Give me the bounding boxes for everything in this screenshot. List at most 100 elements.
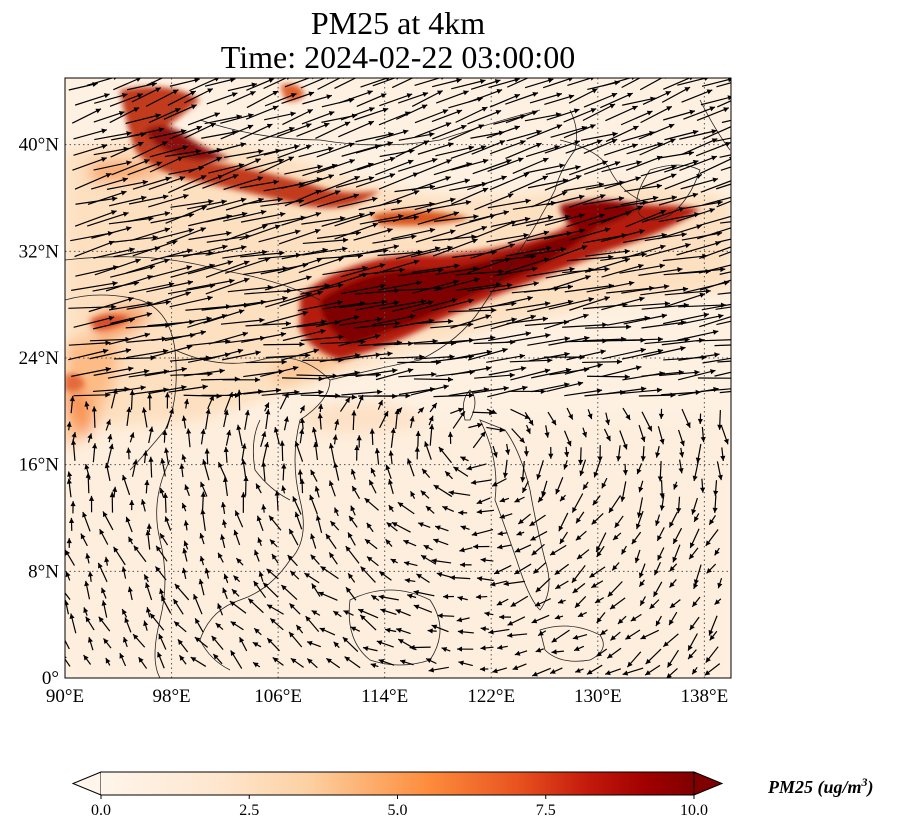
wind-arrow-head xyxy=(681,232,687,238)
wind-arrow-shaft xyxy=(109,93,143,107)
wind-arrow-head xyxy=(108,315,115,321)
wind-arrow-shaft xyxy=(584,258,631,273)
wind-arrow-shaft xyxy=(372,78,397,87)
wind-arrow-shaft xyxy=(702,126,731,140)
wind-arrow-shaft xyxy=(719,154,731,158)
wind-arrow-head xyxy=(227,260,233,266)
wind-arrow-shaft xyxy=(563,183,605,192)
wind-arrow-shaft xyxy=(700,180,731,193)
wind-arrow-shaft xyxy=(205,246,247,256)
wind-arrow-head xyxy=(492,481,498,487)
wind-arrow-shaft xyxy=(509,175,549,194)
wind-arrow-shaft xyxy=(125,324,171,329)
wind-arrow-head xyxy=(194,78,200,83)
wind-arrow-shaft xyxy=(677,314,724,326)
wind-arrow-head xyxy=(87,637,93,643)
wind-arrow-head xyxy=(423,545,430,550)
wind-arrow-shaft xyxy=(623,314,668,325)
wind-arrow-head xyxy=(101,144,108,149)
wind-arrow-head xyxy=(514,547,521,553)
wind-arrow-shaft xyxy=(658,151,694,159)
wind-arrow-head xyxy=(449,575,455,581)
wind-arrow-shaft xyxy=(469,210,510,222)
wind-arrow-head xyxy=(162,429,168,436)
wind-arrow-head xyxy=(542,175,548,181)
wind-arrow-head xyxy=(713,490,719,496)
wind-arrow-head xyxy=(332,434,338,440)
wind-arrow-head xyxy=(632,125,639,131)
wind-arrow-head xyxy=(98,562,103,569)
wind-arrow-head xyxy=(105,419,111,426)
wind-arrow-shaft xyxy=(681,138,718,155)
wind-arrow-head xyxy=(350,469,356,475)
wind-arrow-head xyxy=(66,421,72,427)
wind-arrow-head xyxy=(577,612,584,617)
wind-arrow-head xyxy=(142,450,148,456)
wind-arrow-head xyxy=(525,428,531,434)
wind-arrow-shaft xyxy=(414,355,455,360)
wind-arrow-head xyxy=(162,194,169,200)
wind-arrow-head xyxy=(261,461,267,467)
wind-arrow-head xyxy=(449,354,455,360)
wind-arrow-head xyxy=(280,331,287,338)
wind-arrow-head xyxy=(374,334,381,340)
wind-arrow-head xyxy=(182,547,188,554)
wind-arrow-head xyxy=(636,512,643,518)
wind-arrow-shaft xyxy=(411,90,443,107)
wind-arrow-head xyxy=(494,79,501,85)
wind-arrow-shaft xyxy=(695,141,731,157)
wind-arrow-head xyxy=(609,103,616,109)
wind-arrow-shaft xyxy=(243,267,288,276)
wind-arrow-head xyxy=(533,568,539,574)
wind-arrow-shaft xyxy=(586,281,635,293)
wind-arrow-head xyxy=(313,442,319,448)
wind-arrow-head xyxy=(409,416,415,422)
wind-arrow-shaft xyxy=(680,178,719,190)
wind-arrow-head xyxy=(339,215,346,222)
wind-arrow-head xyxy=(181,503,187,509)
wind-arrow-head xyxy=(129,499,135,506)
wind-arrow-shaft xyxy=(203,349,244,362)
wind-arrow-shaft xyxy=(92,388,130,393)
wind-arrow-shaft xyxy=(169,125,203,140)
wind-arrow-shaft xyxy=(392,209,433,223)
wind-arrow-head xyxy=(252,642,259,648)
wind-arrow-head xyxy=(387,227,393,233)
wind-arrow-head xyxy=(165,176,171,182)
wind-arrow-head xyxy=(757,264,762,269)
wind-arrow-shaft xyxy=(435,146,475,157)
wind-arrow-shaft xyxy=(150,249,193,262)
wind-arrow-shaft xyxy=(339,162,374,176)
wind-arrow-head xyxy=(458,407,464,413)
wind-arrow-head xyxy=(352,486,357,492)
wind-arrow-shaft xyxy=(526,268,575,277)
wind-arrow-head xyxy=(676,507,682,514)
wind-arrow-head xyxy=(348,142,355,148)
wind-arrow-head xyxy=(666,673,672,678)
wind-arrow-head xyxy=(636,468,642,475)
wind-arrow-shaft xyxy=(204,115,242,125)
wind-arrow-head xyxy=(181,415,187,422)
wind-arrow-head xyxy=(711,138,718,144)
wind-arrow-shaft xyxy=(526,124,563,140)
wind-arrow-head xyxy=(557,598,564,604)
wind-arrow-shaft xyxy=(525,145,560,158)
wind-arrow-shaft xyxy=(93,161,132,171)
wind-arrow-shaft xyxy=(224,257,271,274)
wind-arrow-head xyxy=(135,258,141,264)
wind-arrow-head xyxy=(186,265,192,271)
wind-arrow-head xyxy=(459,411,465,417)
wind-arrow-head xyxy=(428,415,434,422)
wind-arrow-shaft xyxy=(88,297,134,313)
wind-arrow-shaft xyxy=(184,122,217,139)
wind-arrow-head xyxy=(126,406,132,413)
wind-arrow-head xyxy=(413,190,420,195)
wind-arrow-head xyxy=(85,616,91,623)
wind-arrow-shaft xyxy=(544,94,575,106)
wind-arrow-head xyxy=(381,299,388,305)
wind-arrow-head xyxy=(379,263,386,269)
colorbar: 0.0 2.5 5.0 7.5 10.0 xyxy=(71,771,724,819)
wind-arrow-head xyxy=(688,653,694,660)
wind-arrow-head xyxy=(272,90,279,96)
wind-arrow-head xyxy=(422,468,428,475)
